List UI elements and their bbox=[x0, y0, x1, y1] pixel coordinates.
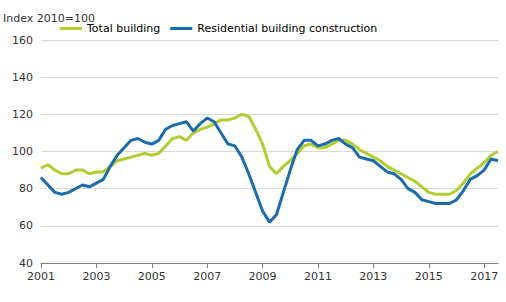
svg-text:2013: 2013 bbox=[359, 270, 387, 283]
svg-text:100: 100 bbox=[12, 145, 33, 158]
svg-text:2003: 2003 bbox=[82, 270, 110, 283]
svg-text:40: 40 bbox=[19, 257, 33, 270]
svg-text:80: 80 bbox=[19, 182, 33, 195]
svg-text:2011: 2011 bbox=[304, 270, 332, 283]
svg-text:120: 120 bbox=[12, 108, 33, 121]
svg-text:2005: 2005 bbox=[138, 270, 166, 283]
svg-text:160: 160 bbox=[12, 34, 33, 47]
svg-text:60: 60 bbox=[19, 219, 33, 232]
svg-text:2017: 2017 bbox=[470, 270, 498, 283]
svg-text:2015: 2015 bbox=[415, 270, 443, 283]
svg-text:2007: 2007 bbox=[193, 270, 221, 283]
svg-text:2001: 2001 bbox=[27, 270, 55, 283]
svg-text:Residential building construct: Residential building construction bbox=[197, 22, 377, 35]
svg-text:Index 2010=100: Index 2010=100 bbox=[3, 12, 95, 25]
svg-text:2009: 2009 bbox=[249, 270, 277, 283]
svg-text:140: 140 bbox=[12, 71, 33, 84]
svg-text:Total building: Total building bbox=[86, 22, 160, 35]
